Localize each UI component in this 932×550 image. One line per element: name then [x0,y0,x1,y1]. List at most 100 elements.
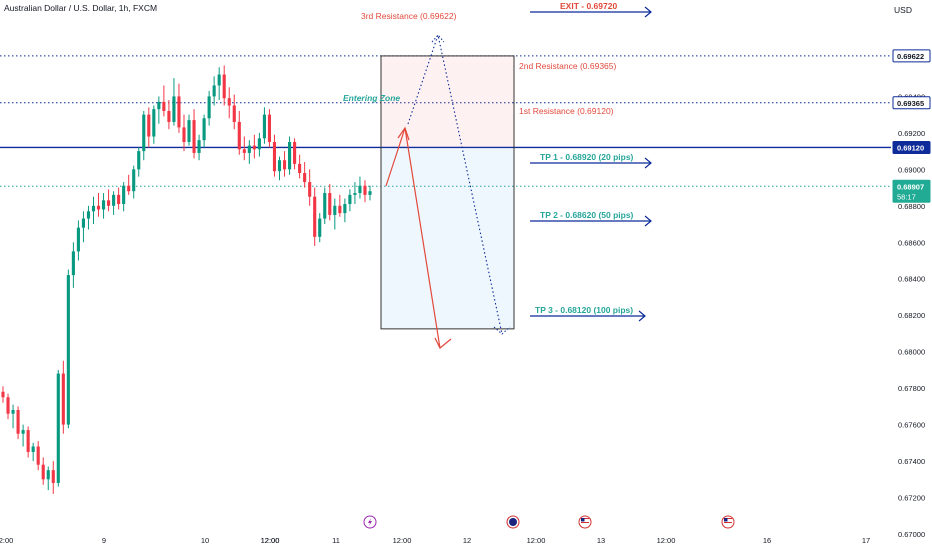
time-tick-label: 12:00 [261,536,280,545]
candle [96,205,101,210]
time-tick-label: 12:00 [527,536,546,545]
price-tick-label: 0.68400 [898,275,925,284]
tp1-label: TP 1 - 0.68920 (20 pips) [540,152,634,162]
price-tick-label: 0.67800 [898,384,925,393]
arrow-head [397,126,410,141]
entering-zone-label: Entering Zone [343,93,400,103]
price-tick-label: 0.69000 [898,165,925,174]
candle [177,96,181,128]
candle [348,194,352,204]
countdown-label: 58:17 [897,192,916,201]
price-tick-label: 0.68200 [898,311,925,320]
candle [167,110,171,122]
arrow-head [644,6,652,18]
tp3-label: TP 3 - 0.68120 (100 pips) [535,305,633,315]
candle [31,446,35,452]
candle [81,218,85,228]
candle [338,205,342,214]
candle [46,470,50,480]
candle [318,218,322,237]
candle [107,200,111,206]
time-tick-label: 12:00 [657,536,676,545]
candle [298,163,302,173]
candle [343,203,347,214]
price-label-value: 0.69622 [897,52,924,61]
tp2-label: TP 2 - 0.68620 (50 pips) [540,210,634,220]
flag-stripe [581,518,589,519]
candle [262,114,266,139]
price-tick-label: 0.67600 [898,421,925,430]
candle [56,373,60,483]
candle [117,194,121,204]
candle [277,160,282,172]
candle [192,120,196,153]
arrow-head [644,215,652,227]
symbol-title: Australian Dollar / U.S. Dollar, 1h, FXC… [4,3,158,13]
price-label-value: 0.69365 [897,99,924,108]
candle [112,194,116,206]
candle [157,101,161,110]
candle [162,101,166,111]
candle [242,149,246,153]
candle [187,120,191,142]
flag-canton [581,518,585,522]
target-zone [381,147,514,329]
candle [66,275,70,425]
price-tick-label: 0.68600 [898,238,925,247]
flag-stripe [724,522,732,523]
resistance-2-label: 2nd Resistance (0.69365) [519,61,617,71]
flag-stripe [724,524,732,525]
candle [363,185,367,195]
arrow-head [434,337,452,349]
candle [202,118,206,141]
candle [132,169,136,192]
time-tick-label: 12:00 [261,536,280,545]
flag-canton [724,518,728,522]
candle [61,373,65,425]
time-tick-label: 11 [332,536,340,545]
price-label [892,140,931,154]
price-tick-label: 0.69200 [898,129,925,138]
candle [328,193,332,215]
candle [127,185,131,192]
candle [41,464,45,480]
candle [147,114,151,137]
candle [101,200,106,210]
candle [272,141,277,172]
candle [358,185,362,194]
price-label-value: 0.68907 [897,182,924,191]
candle [222,74,226,99]
candle [303,172,307,183]
exit-label: EXIT - 0.69720 [560,1,617,11]
candle [217,74,221,86]
candle [51,470,55,483]
price-tick-label: 0.67400 [898,457,925,466]
candle [212,85,216,97]
candle [308,182,312,197]
candle [21,430,25,434]
resistance-1-label: 1st Resistance (0.69120) [519,106,614,116]
candle [142,114,146,152]
candle [197,140,201,153]
time-tick-label: 10 [201,536,209,545]
candle [293,141,297,164]
candle [36,446,40,465]
flag-fill [509,518,517,526]
candle [172,96,176,122]
price-label-value: 0.69120 [897,143,924,152]
arrow-head [493,326,511,335]
currency-label: USD [894,5,912,15]
candle [86,211,91,219]
flag-stripe [581,520,589,521]
flag-stripe [724,518,732,519]
candle [257,138,261,150]
price-tick-label: 0.68000 [898,348,925,357]
arrow-head [431,34,445,43]
resistance-3-label: 3rd Resistance (0.69622) [361,11,457,21]
candle [152,109,156,137]
candle [71,251,75,276]
candle [16,410,20,434]
price-label [892,96,931,110]
candle [323,193,327,219]
